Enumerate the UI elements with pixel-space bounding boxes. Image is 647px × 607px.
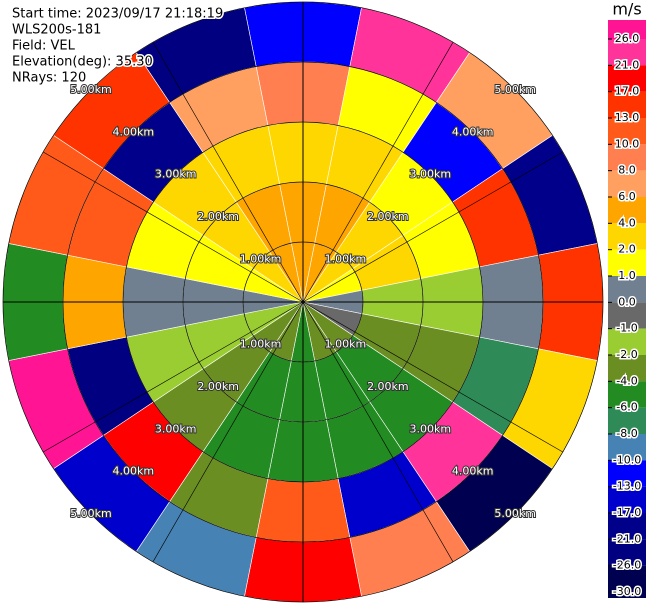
range-label: 3.00km <box>409 422 451 435</box>
colorbar-tick-label: 13.0 <box>615 111 640 124</box>
colorbar-tick-label: -8.0 <box>616 427 637 440</box>
colorbar-segment <box>608 328 646 355</box>
range-label: 3.00km <box>155 168 197 181</box>
range-ring <box>242 241 364 363</box>
colorbar-segment <box>608 513 646 540</box>
colorbar-segment <box>608 249 646 276</box>
range-label: 1.00km <box>325 253 367 266</box>
range-ring <box>122 121 484 483</box>
colorbar-tick-label: -17.0 <box>613 506 641 519</box>
colorbar-tick-label: 10.0 <box>615 137 640 150</box>
range-label: 2.00km <box>367 210 409 223</box>
colorbar-tick-label: -26.0 <box>613 559 641 572</box>
colorbar-segment <box>608 434 646 461</box>
colorbar-segment <box>608 118 646 145</box>
range-label: 4.00km <box>452 125 494 138</box>
colorbar-tick-label: 17.0 <box>615 85 640 98</box>
range-label: 5.00km <box>70 507 112 520</box>
colorbar-tick-label: -10.0 <box>613 453 641 466</box>
colorbar-tick-label: -6.0 <box>616 401 637 414</box>
colorbar-tick-label: 26.0 <box>615 32 640 45</box>
colorbar-segment <box>608 486 646 513</box>
colorbar-segment <box>608 539 646 566</box>
colorbar-segment <box>608 355 646 382</box>
colorbar-segment <box>608 91 646 118</box>
colorbar-segment <box>608 65 646 92</box>
colorbar-tick-label: 6.0 <box>618 190 636 203</box>
range-label: 2.00km <box>197 380 239 393</box>
colorbar-tick-label: -30.0 <box>613 585 641 598</box>
range-label: 1.00km <box>240 337 282 350</box>
spoke <box>152 42 454 562</box>
colorbar-tick-label: -21.0 <box>613 532 641 545</box>
colorbar-tick-label: -4.0 <box>616 374 637 387</box>
colorbar-segment <box>608 276 646 303</box>
colorbar-segment <box>608 170 646 197</box>
colorbar-tick-label: 8.0 <box>618 164 636 177</box>
colorbar-tick-label: 4.0 <box>618 216 636 229</box>
polar-grid <box>2 1 604 603</box>
range-ring <box>62 61 544 543</box>
colorbar-tick-label: -13.0 <box>613 480 641 493</box>
header-line: Field: VEL <box>12 39 76 54</box>
colorbar-label: m/s <box>612 0 641 19</box>
header-line: Start time: 2023/09/17 21:18:19 <box>12 7 223 22</box>
labels: 1.00km1.00km1.00km1.00km2.00km2.00km2.00… <box>11 0 646 600</box>
colorbar-tick-label: -1.0 <box>616 322 637 335</box>
range-ring <box>182 181 424 423</box>
colorbar-tick-label: 0.0 <box>618 295 636 308</box>
range-ring <box>2 1 604 603</box>
header-line: WLS200s-181 <box>12 23 101 38</box>
colorbar-segment <box>608 197 646 224</box>
range-label: 5.00km <box>494 507 536 520</box>
colorbar-segment <box>608 381 646 408</box>
range-label: 2.00km <box>197 210 239 223</box>
range-label: 4.00km <box>113 125 155 138</box>
colorbar-segment <box>608 39 646 66</box>
range-label: 1.00km <box>325 337 367 350</box>
range-label: 5.00km <box>70 83 112 96</box>
range-label: 4.00km <box>452 465 494 478</box>
colorbar-segment <box>608 144 646 171</box>
colorbar-segment <box>608 302 646 329</box>
colorbar-tick-label: 1.0 <box>618 269 636 282</box>
colorbar-segment <box>608 460 646 487</box>
colorbar-segment <box>608 20 646 39</box>
colorbar-tick-label: 21.0 <box>615 58 640 71</box>
range-label: 1.00km <box>240 253 282 266</box>
colorbar-tick-label: -2.0 <box>616 348 637 361</box>
range-label: 4.00km <box>113 465 155 478</box>
colorbar-segment <box>608 565 646 592</box>
colorbar-segment <box>608 223 646 250</box>
colorbar-tick-label: 2.0 <box>618 243 636 256</box>
range-label: 3.00km <box>155 422 197 435</box>
header-line: NRays: 120 <box>12 71 86 86</box>
colorbar-segment <box>608 592 646 598</box>
range-label: 2.00km <box>367 380 409 393</box>
range-label: 5.00km <box>494 83 536 96</box>
colorbar-segment <box>608 407 646 434</box>
range-label: 3.00km <box>409 168 451 181</box>
header-line: Elevation(deg): 35.30 <box>12 55 153 70</box>
